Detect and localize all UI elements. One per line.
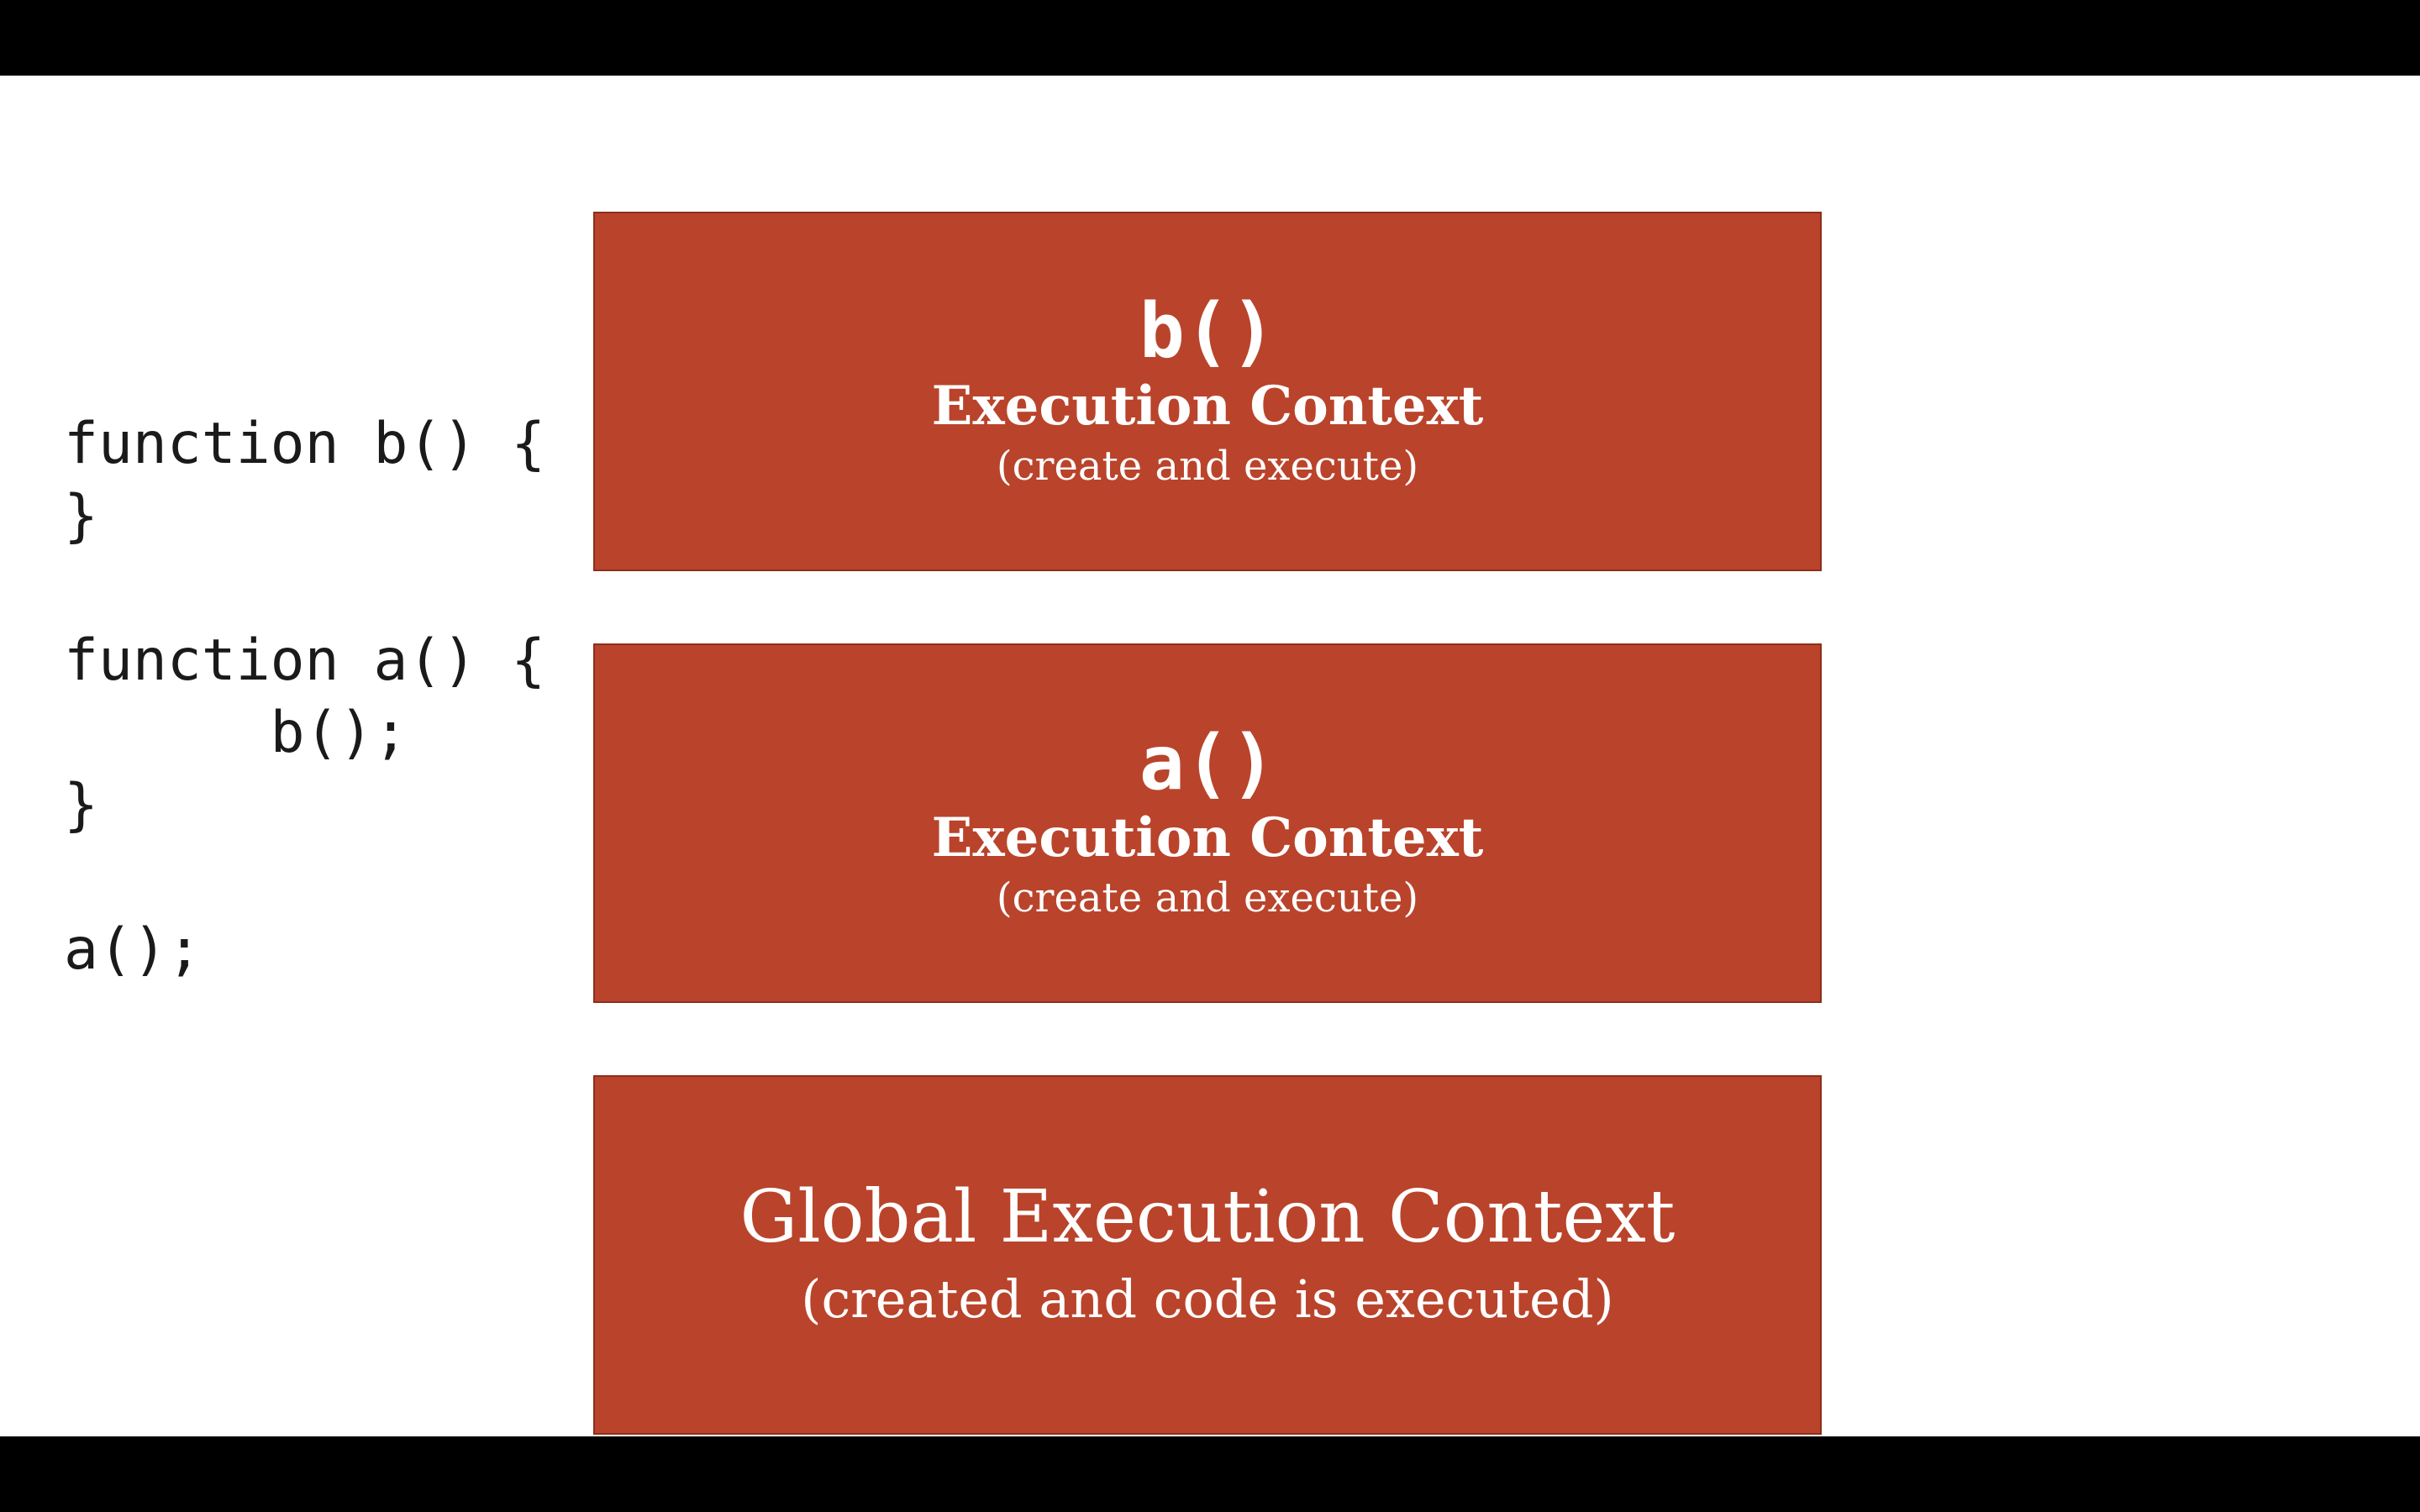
global-context-note: (created and code is executed): [801, 1268, 1614, 1330]
b-context-label: Execution Context: [931, 375, 1484, 438]
code-line: a();: [64, 916, 202, 983]
global-context-title: Global Execution Context: [739, 1175, 1676, 1259]
letterbox-top: [0, 0, 2420, 76]
global-execution-context-box: Global Execution Context (created and co…: [593, 1075, 1822, 1435]
a-function-name: a(): [1139, 719, 1276, 807]
code-line: }: [64, 483, 98, 549]
b-context-note: (create and execute): [996, 443, 1419, 490]
slide: function b() {} function a() { b();} a(); …: [0, 76, 2420, 1436]
code-line: function b() {: [64, 411, 546, 477]
code-line: [64, 553, 545, 625]
code-line: b();: [64, 700, 408, 766]
code-snippet: function b() {} function a() { b();} a();: [64, 408, 545, 986]
a-context-note: (create and execute): [996, 874, 1419, 921]
a-execution-context-box: a() Execution Context (create and execut…: [593, 643, 1822, 1003]
code-line: [64, 842, 545, 914]
b-execution-context-box: b() Execution Context (create and execut…: [593, 212, 1822, 571]
b-function-name: b(): [1139, 287, 1276, 375]
code-line: }: [64, 772, 98, 838]
code-line: function a() {: [64, 627, 546, 694]
letterbox-bottom: [0, 1436, 2420, 1512]
a-context-label: Execution Context: [931, 806, 1484, 869]
